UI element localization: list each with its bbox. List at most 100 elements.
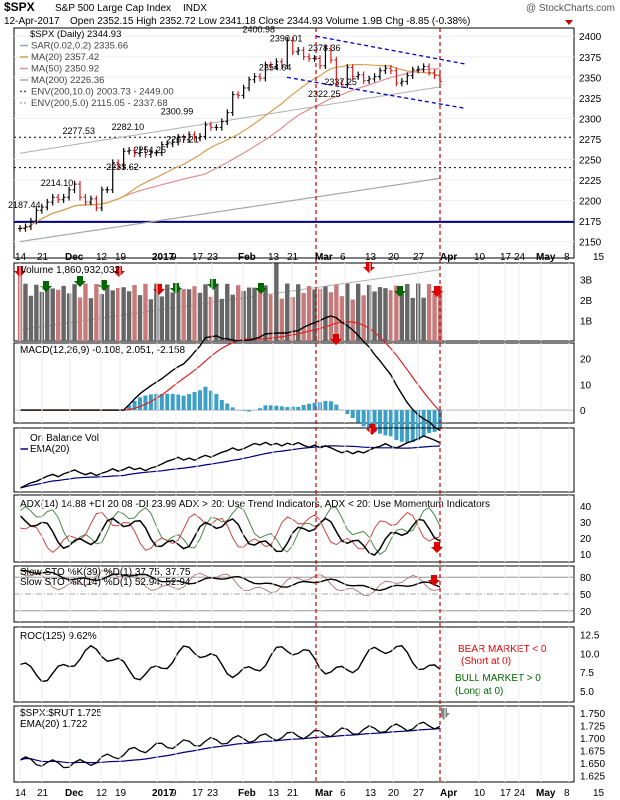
volume-bar (388, 290, 394, 341)
green-arrow-icon (394, 286, 406, 297)
volume-bar (50, 288, 55, 341)
macd-histogram-bar (323, 400, 328, 411)
x-tick-label-bottom: 19 (115, 788, 127, 799)
price-annotation-label: 2214.10 (41, 178, 74, 188)
macd-histogram-bar (159, 393, 164, 411)
macd-histogram-bar (274, 405, 279, 411)
volume-bar (45, 286, 50, 341)
x-tick-label-top: 23 (207, 252, 219, 263)
macd-histogram-bar (198, 390, 202, 411)
volume-bar (192, 286, 197, 341)
macd-histogram-bar (241, 410, 246, 412)
x-tick-label-top: 2017 (152, 252, 175, 263)
roc-title: ROC(125) 9.62% (20, 631, 97, 642)
indicator-tick-label: 80 (580, 573, 592, 584)
macd-histogram-bar (143, 395, 148, 411)
volume-bar (432, 293, 437, 341)
macd-histogram-bar (132, 400, 137, 411)
macd-histogram-bar (165, 393, 170, 411)
volume-bar (295, 284, 301, 341)
price-annotation-label: 2390.01 (270, 33, 303, 43)
x-tick-label-top: 12 (96, 252, 108, 263)
indicator-tick-label: 1.725 (580, 722, 605, 733)
x-tick-label-top: 24 (514, 252, 526, 263)
macd-axis-ticks: 20 10 0 (580, 354, 592, 417)
price-legend-label: MA(50) 2350.92 (31, 64, 99, 75)
volume-bar (126, 291, 132, 341)
volume-bar (154, 283, 159, 341)
macd-histogram-bar (296, 406, 301, 411)
macd-histogram-bar (421, 410, 426, 437)
volume-bar (437, 285, 443, 341)
x-tick-label-bottom: 14 (15, 788, 27, 799)
price-tick-label: 2325 (579, 94, 602, 105)
volume-bar (181, 288, 186, 341)
x-tick-label-top: 10 (474, 252, 486, 263)
down-arrow-icon (330, 334, 342, 345)
macd-histogram-bar (388, 410, 393, 437)
indicator-tick-label: 1.650 (580, 759, 605, 770)
volume-bar (394, 285, 399, 341)
macd-histogram-bar (334, 404, 339, 411)
macd-histogram-bar (258, 408, 262, 411)
volume-bar (77, 297, 83, 341)
volume-bar (28, 295, 34, 341)
x-tick-label-bottom: 24 (514, 788, 526, 799)
x-tick-label-bottom: 2017 (152, 788, 175, 799)
x-tick-label-top: 13 (365, 252, 377, 263)
volume-bar (148, 299, 154, 341)
green-arrow-icon (207, 279, 219, 290)
volume-bar (230, 294, 235, 341)
price-annotation-label: 2277.53 (63, 126, 96, 136)
x-tick-label-top: 9 (171, 252, 177, 263)
indicator-tick-label: 20 (580, 534, 592, 545)
macd-histogram-bar (410, 410, 415, 443)
x-tick-label-bottom: 21 (37, 788, 49, 799)
x-tick-label-top: 6 (340, 252, 346, 263)
macd-histogram-bar (394, 410, 399, 441)
quote-date: 12-Apr-2017 (4, 16, 60, 27)
volume-bar (306, 286, 312, 341)
volume-bar (345, 283, 350, 341)
volume-bar (252, 287, 257, 341)
indicator-tick-label: 12.5 (580, 631, 600, 642)
indicator-tick-label: 7.5 (580, 668, 594, 679)
price-panel: 2150 2175 2200 2225 2250 2275 2300 2325 2350 2375… (8, 24, 602, 331)
x-tick-label-top: 17 (192, 252, 204, 263)
volume-bar (99, 294, 105, 341)
gray-arrow-icon (438, 708, 450, 720)
ma20-line (19, 63, 441, 229)
volume-bar (137, 295, 143, 341)
indicator-tick-label: 1.625 (580, 772, 605, 783)
volume-bar (115, 287, 121, 341)
volume-bar (34, 284, 39, 341)
price-tick-label: 2200 (579, 197, 602, 208)
macd-histogram-bar (378, 410, 382, 434)
price-annotation-label: 2282.10 (112, 122, 145, 132)
macd-histogram-bar (214, 394, 219, 411)
volume-bar (23, 283, 28, 341)
price-tick-label: 2350 (579, 73, 602, 84)
volume-bar (121, 287, 126, 341)
volume-bar (263, 285, 268, 341)
price-legend-label: SAR(0.02,0.2) 2335.66 (31, 41, 128, 52)
volume-bar (339, 296, 345, 341)
macd-histogram-bar (148, 394, 153, 411)
macd-histogram-bar (285, 407, 290, 411)
ticker-symbol: $SPX (4, 0, 35, 14)
volume-bar (377, 287, 383, 341)
indicator-tick-label: 20 (580, 607, 592, 618)
macd-histogram-bar (263, 405, 268, 411)
macd-histogram-bar (138, 397, 142, 411)
price-legend-label: ENV(200,5.0) 2115.05 - 2337.68 (31, 98, 168, 109)
trendline (286, 76, 467, 110)
down-arrow-icon (428, 575, 440, 586)
x-tick-label-top: Mar (315, 252, 333, 263)
volume-bar (334, 284, 339, 341)
volume-bar (246, 287, 252, 341)
price-tick-label: 2150 (579, 238, 602, 249)
adx-axis-ticks: 40 30 20 10 (580, 502, 592, 561)
volume-bar (257, 290, 263, 341)
volume-bar (214, 283, 219, 341)
